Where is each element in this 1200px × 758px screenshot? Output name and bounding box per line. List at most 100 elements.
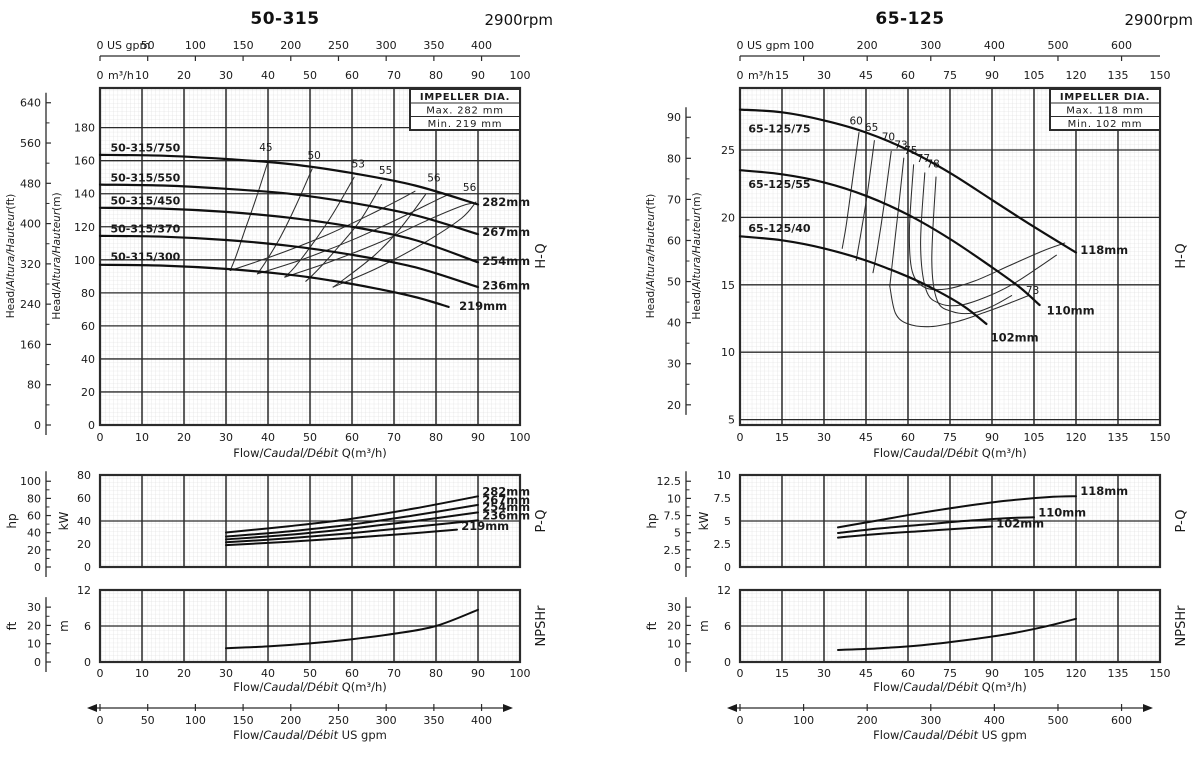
pq-hp-axis-tick-label: 10: [667, 492, 681, 505]
pq-kw-tick-label: 80: [77, 469, 91, 482]
npshr-x-axis-title: Flow/Caudal/Débit Q(m³/h): [233, 680, 387, 694]
hq-x-tick-label: 10: [135, 431, 149, 444]
pq-kw-tick-label: 7.5: [714, 492, 732, 505]
hq-ft-axis-tick-label: 480: [20, 177, 41, 190]
top-gpm-unit-label: US gpm: [107, 39, 150, 52]
top-m3h-unit-label: m³/h: [108, 69, 134, 82]
hq-x-tick-label: 105: [1024, 431, 1045, 444]
impeller-dia-label: 254mm: [482, 254, 530, 268]
efficiency-line: [284, 202, 475, 278]
top-gpm-tick-label: 400: [984, 39, 1005, 52]
npshr-m-tick-label: 0: [724, 656, 731, 669]
impeller-box-min-row: Min. 219 mm: [428, 119, 503, 130]
top-m3h-tick-label: 105: [1024, 69, 1045, 82]
impeller-dia-label: 236mm: [482, 279, 530, 293]
npshr-plot-border: [98, 588, 522, 664]
hq-m-tick-label: 0: [88, 419, 95, 432]
bottom-gpm-tick-label: 200: [857, 714, 878, 727]
pq-kw-tick-label: 5: [724, 515, 731, 528]
pq-kw-tick-label: 0: [724, 561, 731, 574]
efficiency-line: [855, 140, 875, 262]
npshr-m-axis-title: m: [697, 620, 711, 632]
efficiency-line: [889, 285, 1029, 328]
hq-x-tick-label: 20: [177, 431, 191, 444]
hq-ft-axis-tick-label: 50: [667, 276, 681, 289]
top-gpm-tick-label: 300: [920, 39, 941, 52]
npshr-x-tick-label: 150: [1150, 667, 1171, 680]
top-gpm-tick-label: 250: [328, 39, 349, 52]
hq-x-tick-label: 0: [737, 431, 744, 444]
npshr-ft-axis-tick-label: 20: [667, 619, 681, 632]
pump-curve-label: 50-315/550: [111, 171, 181, 184]
power-curve: [225, 519, 479, 544]
hq-ft-axis-title: Head/Altura/Hauteur(ft): [645, 194, 657, 319]
hq-ft-axis-tick-label: 0: [34, 419, 41, 432]
power-curve-dia-label: 219mm: [461, 519, 509, 533]
bottom-gpm-tick-label: 300: [376, 714, 397, 727]
npshr-plot-border: [738, 588, 1162, 664]
pump-curve-label: 50-315/300: [111, 251, 181, 264]
power-curve-dia-label: 236mm: [482, 508, 530, 522]
npshr-ft-axis-tick-label: 10: [667, 638, 681, 651]
pq-kw-tick-label: 40: [77, 515, 91, 528]
hq-x-tick-label: 30: [817, 431, 831, 444]
power-curve-dia-label: 102mm: [996, 516, 1044, 530]
bottom-gpm-tick-label: 0: [97, 714, 104, 727]
power-curve: [837, 516, 1035, 534]
pq-hp-axis-tick-label: 60: [27, 510, 41, 523]
hq-x-tick-label: 45: [859, 431, 873, 444]
npshr-side-label: NPSHr: [534, 605, 549, 647]
rpm-label-left: 2900rpm: [484, 11, 553, 29]
impeller-box-min-row: Min. 102 mm: [1068, 119, 1143, 130]
hq-m-tick-label: 180: [74, 122, 95, 135]
npshr-x-tick-label: 40: [261, 667, 275, 680]
top-gpm-tick-label: 300: [376, 39, 397, 52]
hq-x-tick-label: 80: [429, 431, 443, 444]
npshr-x-tick-label: 80: [429, 667, 443, 680]
top-m3h-tick-label: 30: [817, 69, 831, 82]
top-m3h-tick-label: 100: [510, 69, 531, 82]
hq-ft-axis-tick-label: 20: [667, 399, 681, 412]
top-m3h-tick-label: 10: [135, 69, 149, 82]
npshr-x-tick-label: 105: [1024, 667, 1045, 680]
pump-curve-label: 65-125/75: [748, 122, 810, 135]
pq-kw-tick-label: 20: [77, 538, 91, 551]
bottom-gpm-tick-label: 150: [233, 714, 254, 727]
pump-curve: [98, 183, 480, 236]
efficiency-line: [305, 184, 382, 282]
npshr-curve: [837, 617, 1077, 651]
pq-hp-axis-tick-label: 7.5: [664, 510, 682, 523]
hq-x-axis-title: Flow/Caudal/Débit Q(m³/h): [233, 446, 387, 460]
top-gpm-tick-label: 200: [857, 39, 878, 52]
top-gpm-tick-label: 100: [185, 39, 206, 52]
hq-ft-axis-tick-label: 90: [667, 111, 681, 124]
npshr-x-tick-label: 0: [737, 667, 744, 680]
pq-hp-axis-tick-label: 0: [674, 561, 681, 574]
hq-m-tick-label: 80: [81, 287, 95, 300]
impeller-dia-label: 267mm: [482, 225, 530, 239]
npshr-x-tick-label: 100: [510, 667, 531, 680]
hq-x-tick-label: 40: [261, 431, 275, 444]
pq-hp-axis-tick-label: 0: [34, 561, 41, 574]
pq-kw-tick-label: 0: [84, 561, 91, 574]
hq-x-tick-label: 90: [985, 431, 999, 444]
hq-m-tick-label: 20: [81, 386, 95, 399]
bottom-axis-arrow-right: [1143, 704, 1153, 712]
pump-curve: [98, 263, 450, 308]
npshr-curve: [225, 608, 479, 650]
impeller-dia-label: 118mm: [1080, 243, 1128, 257]
npshr-x-tick-label: 45: [859, 667, 873, 680]
efficiency-line: [931, 176, 1013, 315]
pump-curve-label: 65-125/40: [748, 222, 811, 235]
pump-curve-label: 65-125/55: [748, 178, 810, 191]
hq-x-tick-label: 150: [1150, 431, 1171, 444]
npshr-x-tick-label: 15: [775, 667, 789, 680]
top-m3h-tick-label: 120: [1066, 69, 1087, 82]
hq-side-label: H-Q: [534, 243, 549, 268]
power-curve: [225, 511, 479, 541]
power-curve: [225, 495, 479, 534]
hq-x-tick-label: 90: [471, 431, 485, 444]
top-m3h-tick-label: 20: [177, 69, 191, 82]
